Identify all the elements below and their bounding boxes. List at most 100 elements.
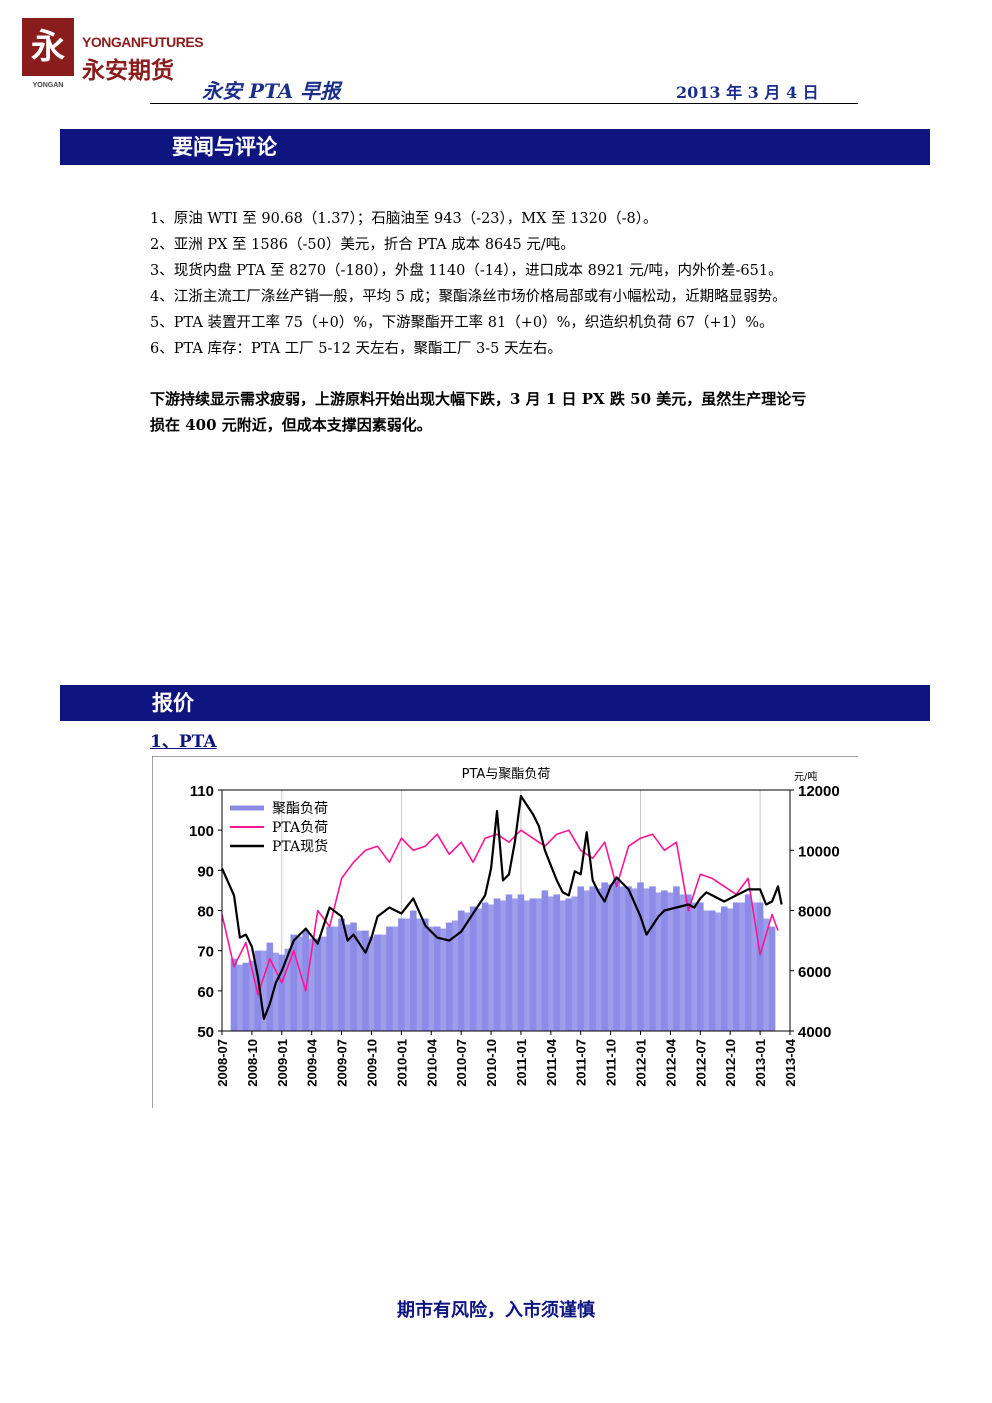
bar-polyester-load <box>332 926 339 1031</box>
bar-polyester-load <box>499 900 507 1031</box>
legend-label: 聚酯负荷 <box>272 801 328 817</box>
bar-polyester-load <box>750 902 758 1031</box>
bar-polyester-load <box>673 886 680 1031</box>
news-item: 6、PTA 库存：PTA 工厂 5-12 天左右，聚酯工厂 3-5 天左右。 <box>150 341 563 357</box>
bar-polyester-load <box>314 938 321 1031</box>
bar-polyester-load <box>738 902 746 1031</box>
x-tick-label: 2008-10 <box>245 1039 260 1087</box>
x-tick-label: 2009-07 <box>335 1039 350 1087</box>
bar-polyester-load <box>242 962 250 1031</box>
report-date: 2013 年 3 月 4 日 <box>676 83 819 102</box>
left-tick-label: 100 <box>189 823 214 840</box>
bar-polyester-load <box>732 902 740 1031</box>
bar-polyester-load <box>302 930 309 1031</box>
bar-polyester-load <box>607 884 614 1031</box>
news-list: 1、原油 WTI 至 90.68（1.37）；石脑油至 943（-23），MX … <box>150 206 870 362</box>
logo-chinese: 永安期货 <box>82 58 174 84</box>
bar-polyester-load <box>398 918 405 1031</box>
x-tick-label: 2009-10 <box>364 1039 379 1087</box>
bar-polyester-load <box>726 908 734 1031</box>
bar-polyester-load <box>720 906 728 1031</box>
pta-chart: PTA与聚酯负荷 元/吨 50 60 70 80 90 100 110 4000 6000 8000 1… <box>152 756 858 1108</box>
right-tick-label: 10000 <box>798 843 840 860</box>
bar-polyester-load <box>637 882 644 1031</box>
bar-polyester-load <box>667 892 674 1031</box>
bar-polyester-load <box>714 912 722 1031</box>
x-tick-label: 2010-04 <box>424 1038 439 1086</box>
left-tick-label: 60 <box>197 984 214 1001</box>
right-tick-label: 6000 <box>798 964 831 981</box>
legend-label: PTA负荷 <box>272 820 328 836</box>
left-tick-label: 80 <box>197 904 214 921</box>
bar-polyester-load <box>338 918 345 1031</box>
bar-polyester-load <box>433 926 441 1031</box>
section-bar-price: 报价 <box>60 685 930 721</box>
legend-label: PTA现货 <box>272 838 328 855</box>
bar-polyester-load <box>356 930 363 1031</box>
bar-polyester-load <box>344 924 351 1031</box>
chart-right-unit: 元/吨 <box>794 770 817 783</box>
bar-polyester-load <box>565 898 573 1031</box>
logo-mark-sub: YONGAN <box>32 82 64 89</box>
line-pta-spot <box>220 794 783 1020</box>
company-logo: 永 YONGAN YONGANFUTURES 永安期货 <box>22 18 204 89</box>
x-tick-label: 2013-04 <box>783 1038 798 1086</box>
bar-polyester-load <box>547 896 555 1031</box>
bar-polyester-load <box>697 902 704 1031</box>
bar-polyester-load <box>439 928 447 1031</box>
section-title-news: 要闻与评论 <box>172 135 277 159</box>
bar-polyester-load <box>392 926 399 1031</box>
bar-polyester-load <box>278 954 286 1031</box>
bar-polyester-load <box>577 886 585 1031</box>
bar-polyester-load <box>230 958 238 1031</box>
bar-polyester-load <box>535 898 543 1031</box>
bar-polyester-load <box>266 942 274 1031</box>
x-tick-label: 2009-04 <box>305 1038 320 1086</box>
logo-english: YONGANFUTURES <box>82 34 204 50</box>
bar-polyester-load <box>756 902 764 1031</box>
bar-polyester-load <box>469 906 477 1031</box>
x-tick-label: 2012-04 <box>663 1038 678 1086</box>
bar-polyester-load <box>290 934 298 1031</box>
x-tick-label: 2010-10 <box>484 1039 499 1087</box>
x-tick-label: 2009-01 <box>275 1039 290 1087</box>
news-item: 5、PTA 装置开工率 75（+0）%，下游聚酯开工率 81（+0）%，织造织机… <box>150 315 774 331</box>
x-tick-label: 2010-07 <box>454 1039 469 1087</box>
bar-polyester-load <box>601 882 608 1031</box>
bar-polyester-load <box>284 948 292 1031</box>
bar-polyester-load <box>404 918 411 1031</box>
right-tick-label: 4000 <box>798 1024 831 1041</box>
bar-polyester-load <box>595 888 602 1031</box>
news-item: 1、原油 WTI 至 90.68（1.37）；石脑油至 943（-23），MX … <box>150 211 658 227</box>
bar-polyester-load <box>691 902 698 1031</box>
x-tick-label: 2013-01 <box>753 1039 768 1087</box>
bar-polyester-load <box>410 910 417 1031</box>
bar-polyester-load <box>320 936 327 1031</box>
bar-polyester-load <box>248 960 256 1031</box>
bar-polyester-load <box>625 886 632 1031</box>
bar-polyester-load <box>487 904 495 1031</box>
bar-polyester-load <box>260 950 268 1031</box>
bar-polyester-load <box>631 888 638 1031</box>
bar-polyester-load <box>386 926 393 1031</box>
x-tick-label: 2011-01 <box>514 1039 529 1086</box>
right-tick-label: 8000 <box>798 904 831 921</box>
bar-polyester-load <box>308 938 315 1031</box>
bar-polyester-load <box>649 886 656 1031</box>
summary-paragraph: 下游持续显示需求疲弱，上游原料开始出现大幅下跌，3 月 1 日 PX 跌 50 … <box>150 386 870 438</box>
x-tick-label: 2008-07 <box>215 1039 230 1087</box>
x-tick-label: 2011-07 <box>574 1039 589 1086</box>
left-tick-label: 50 <box>197 1024 214 1041</box>
bar-polyester-load <box>511 898 519 1031</box>
chart-svg: PTA与聚酯负荷 元/吨 50 60 70 80 90 100 110 4000 6000 8000 1… <box>152 756 858 1108</box>
bar-polyester-load <box>463 912 471 1031</box>
bar-polyester-load <box>326 926 333 1031</box>
bar-polyester-load <box>416 918 423 1031</box>
news-item: 2、亚洲 PX 至 1586（-50）美元，折合 PTA 成本 8645 元/吨… <box>150 237 575 253</box>
bar-polyester-load <box>655 892 662 1031</box>
bar-polyester-load <box>541 890 549 1031</box>
bar-polyester-load <box>380 934 387 1031</box>
bar-polyester-load <box>296 936 304 1031</box>
section-bar-news: 要闻与评论 <box>60 129 930 165</box>
summary-line: 损在 400 元附近，但成本支撑因素弱化。 <box>150 416 432 434</box>
